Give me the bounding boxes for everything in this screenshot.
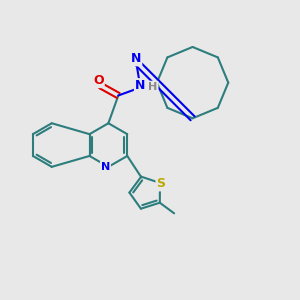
Text: S: S xyxy=(156,177,165,190)
Text: N: N xyxy=(131,52,141,65)
Text: O: O xyxy=(93,74,104,87)
Text: N: N xyxy=(101,162,110,172)
Text: N: N xyxy=(135,79,145,92)
Text: H: H xyxy=(148,82,158,92)
